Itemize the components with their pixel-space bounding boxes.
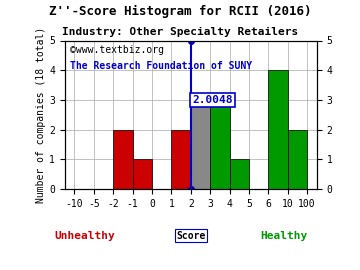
Text: Healthy: Healthy [260, 231, 308, 241]
Text: The Research Foundation of SUNY: The Research Foundation of SUNY [70, 61, 252, 71]
Bar [210, 100, 230, 189]
Text: Score: Score [176, 231, 206, 241]
Bar [288, 130, 307, 189]
Text: Industry: Other Specialty Retailers: Industry: Other Specialty Retailers [62, 27, 298, 37]
Y-axis label: Number of companies (18 total): Number of companies (18 total) [36, 27, 46, 203]
Text: Z''-Score Histogram for RCII (2016): Z''-Score Histogram for RCII (2016) [49, 5, 311, 18]
Bar [230, 159, 249, 189]
Text: ©www.textbiz.org: ©www.textbiz.org [70, 45, 164, 55]
Text: Unhealthy: Unhealthy [55, 231, 115, 241]
Bar [113, 130, 132, 189]
Bar [171, 130, 191, 189]
Text: 2.0048: 2.0048 [193, 95, 233, 105]
Bar [191, 100, 210, 189]
Bar [132, 159, 152, 189]
Bar [268, 70, 288, 189]
